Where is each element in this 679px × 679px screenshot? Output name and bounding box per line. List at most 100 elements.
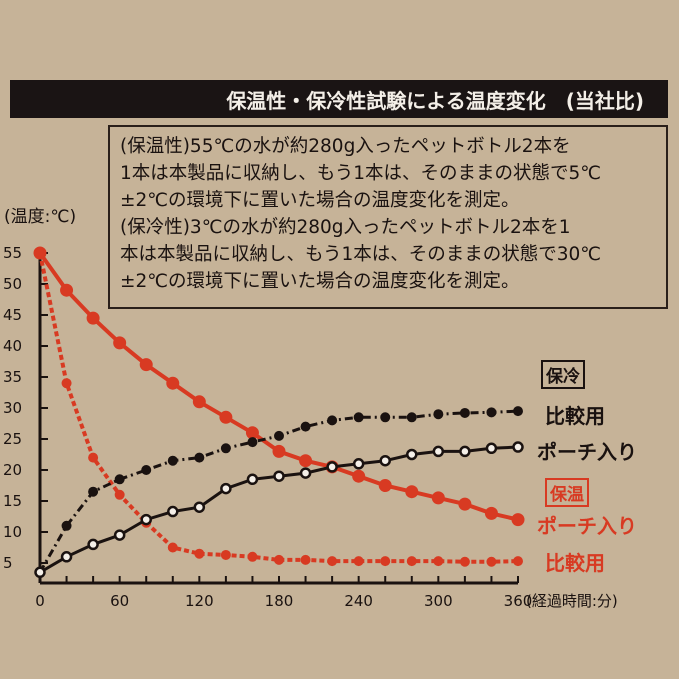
data-point <box>139 358 153 372</box>
data-point <box>273 470 285 482</box>
x-tick-label: 360 <box>504 592 533 610</box>
data-point <box>380 556 391 567</box>
data-point <box>352 469 366 483</box>
data-point <box>379 454 391 467</box>
data-point <box>300 554 311 565</box>
data-point <box>220 482 232 495</box>
description-line: 本は本製品に収納し、もう1本は、そのままの状態で30℃ <box>120 244 602 265</box>
description-line: 1本は本製品に収納し、もう1本は、そのままの状態で5℃ <box>120 163 602 184</box>
data-point <box>380 412 391 423</box>
data-point <box>86 311 100 325</box>
x-tick-label: 0 <box>35 592 45 610</box>
data-point <box>34 566 46 579</box>
data-point <box>194 452 205 463</box>
y-tick-label: 45 <box>3 306 22 324</box>
data-point <box>193 501 206 513</box>
data-point <box>220 443 231 454</box>
data-point <box>300 421 311 432</box>
x-axis-label: (経過時間:分) <box>526 592 618 610</box>
y-tick-label: 20 <box>3 461 22 479</box>
data-point <box>432 445 445 458</box>
legend-cold-group: 保冷 <box>541 360 585 389</box>
data-point <box>60 283 74 297</box>
data-point <box>113 529 126 541</box>
data-point <box>486 556 497 567</box>
data-point <box>167 542 178 553</box>
data-point <box>299 454 313 468</box>
y-tick-label: 55 <box>3 244 22 262</box>
y-tick-label: 10 <box>3 523 22 541</box>
data-point <box>433 409 444 420</box>
data-point <box>405 485 419 499</box>
data-point <box>406 412 417 423</box>
data-point <box>219 410 233 424</box>
data-point <box>114 474 125 485</box>
y-tick-label: 40 <box>3 337 22 355</box>
data-point <box>60 551 73 563</box>
data-point <box>459 445 471 458</box>
y-tick-label: 50 <box>3 275 22 293</box>
data-point <box>486 407 497 418</box>
data-point <box>247 551 258 562</box>
legend-warm-group: 保温 <box>545 478 589 507</box>
y-axis-label: (温度:℃) <box>4 207 77 227</box>
data-point <box>194 548 205 559</box>
data-point <box>513 556 523 567</box>
data-point <box>327 556 338 567</box>
x-tick-label: 240 <box>344 592 373 610</box>
data-point <box>327 415 338 426</box>
data-point <box>272 444 286 458</box>
data-point <box>220 549 231 560</box>
data-point <box>245 426 259 440</box>
data-point <box>459 556 470 567</box>
description-line: (保冷性)3℃の水が約280g入ったペットボトル2本を1 <box>120 217 571 238</box>
y-tick-label: 30 <box>3 399 22 417</box>
data-point <box>406 448 418 461</box>
y-tick-label: 5 <box>3 554 13 572</box>
data-point <box>299 467 312 479</box>
data-point <box>167 505 179 518</box>
chart-title: 保温性・保冷性試験による温度変化 (当社比) <box>10 80 668 118</box>
description-line: ±2℃の環境下に置いた場合の温度変化を測定。 <box>120 271 520 292</box>
data-point <box>326 461 338 473</box>
legend-cold-pouch: ポーチ入り <box>537 440 637 464</box>
data-point <box>431 491 445 505</box>
data-point <box>61 520 72 531</box>
data-point <box>167 455 178 466</box>
x-tick-label: 120 <box>185 592 214 610</box>
y-tick-label: 35 <box>3 368 22 386</box>
data-point <box>485 442 498 455</box>
data-point <box>353 412 364 423</box>
series-line-1 <box>38 252 519 564</box>
legend-warm-pouch: ポーチ入り <box>537 514 637 538</box>
data-point <box>433 556 444 567</box>
data-point <box>512 441 524 453</box>
legend-warm-comparison: 比較用 <box>545 551 605 575</box>
data-point <box>484 506 498 520</box>
data-point <box>140 513 152 526</box>
data-point <box>87 538 99 551</box>
data-point <box>141 465 152 475</box>
x-tick-label: 60 <box>110 592 129 610</box>
data-point <box>406 556 417 567</box>
data-point <box>511 513 525 527</box>
description-line: (保温性)55℃の水が約280g入ったペットボトル2本を <box>120 136 571 157</box>
data-point <box>352 458 365 470</box>
data-point <box>61 378 72 389</box>
data-point <box>113 336 127 350</box>
series-line-3 <box>39 445 519 574</box>
y-tick-label: 25 <box>3 430 22 448</box>
data-point <box>274 430 284 441</box>
legend-cold-comparison: 比較用 <box>545 404 605 428</box>
data-point <box>247 437 258 448</box>
x-tick-label: 180 <box>265 592 294 610</box>
test-description: (保温性)55℃の水が約280g入ったペットボトル2本を 1本は本製品に収納し、… <box>108 125 668 309</box>
description-line: ±2℃の環境下に置いた場合の温度変化を測定。 <box>120 190 520 211</box>
data-point <box>458 497 472 511</box>
data-point <box>114 489 125 500</box>
data-point <box>378 479 392 492</box>
data-point <box>166 376 180 390</box>
data-point <box>459 407 470 418</box>
data-point <box>246 473 259 486</box>
